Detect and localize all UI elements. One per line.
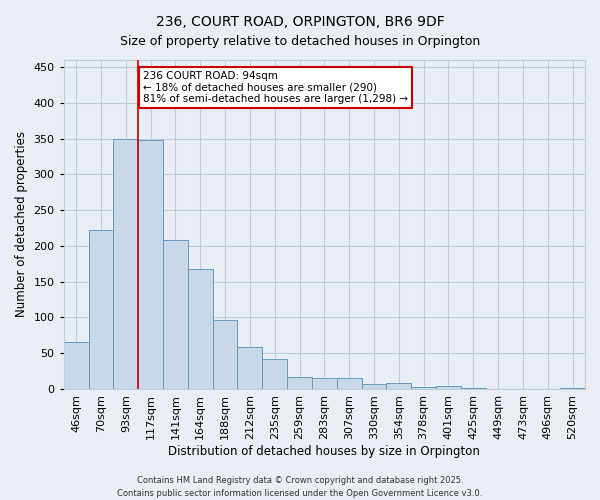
Bar — [262, 359, 287, 389]
Bar — [560, 388, 585, 389]
Bar — [238, 347, 262, 389]
Bar — [337, 378, 362, 389]
Bar — [461, 388, 486, 389]
Y-axis label: Number of detached properties: Number of detached properties — [15, 132, 28, 318]
Bar — [287, 377, 312, 389]
Bar — [386, 383, 411, 389]
Bar — [113, 138, 138, 389]
Text: 236, COURT ROAD, ORPINGTON, BR6 9DF: 236, COURT ROAD, ORPINGTON, BR6 9DF — [155, 15, 445, 29]
Bar — [138, 140, 163, 389]
Bar — [362, 384, 386, 389]
Bar — [89, 230, 113, 389]
Bar — [163, 240, 188, 389]
Bar — [411, 387, 436, 389]
Bar — [64, 342, 89, 389]
Bar — [188, 269, 212, 389]
Text: Contains HM Land Registry data © Crown copyright and database right 2025.
Contai: Contains HM Land Registry data © Crown c… — [118, 476, 482, 498]
Text: Size of property relative to detached houses in Orpington: Size of property relative to detached ho… — [120, 35, 480, 48]
Bar — [312, 378, 337, 389]
Text: 236 COURT ROAD: 94sqm
← 18% of detached houses are smaller (290)
81% of semi-det: 236 COURT ROAD: 94sqm ← 18% of detached … — [143, 70, 408, 104]
Bar — [212, 320, 238, 389]
X-axis label: Distribution of detached houses by size in Orpington: Distribution of detached houses by size … — [169, 444, 480, 458]
Bar — [436, 386, 461, 389]
